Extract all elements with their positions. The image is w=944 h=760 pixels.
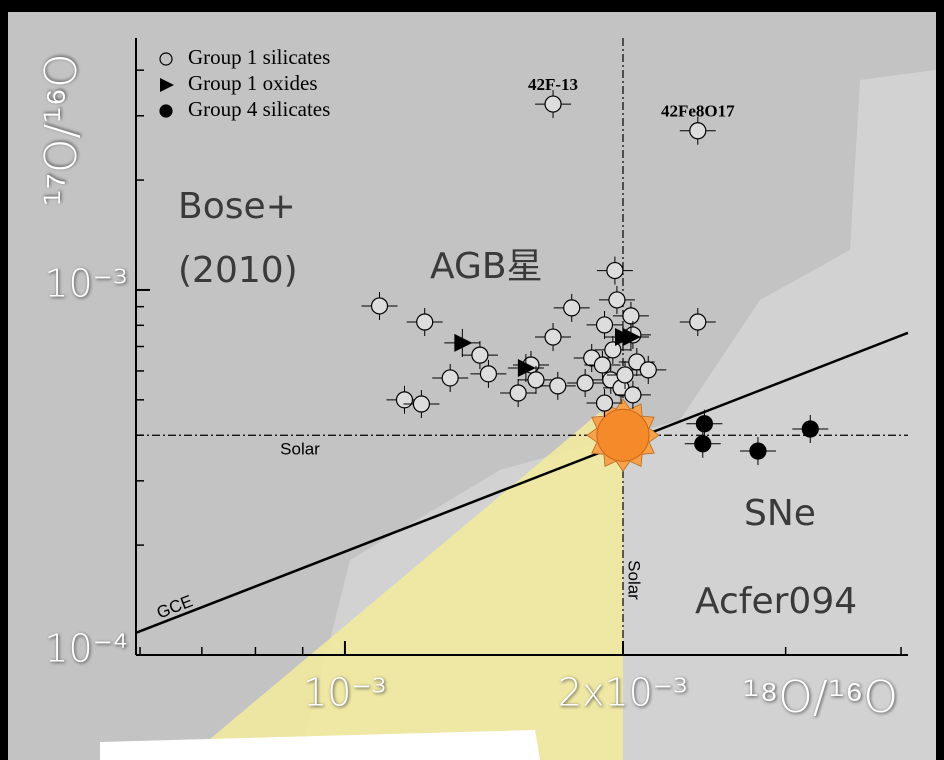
chart: SolarSolarGCE10⁻⁴10⁻³10⁻³2x10⁻³42F-1342F…	[0, 0, 944, 760]
x-tick-label: 10⁻³	[303, 671, 387, 715]
data-point	[597, 317, 613, 333]
y-tick-label: 10⁻⁴	[44, 627, 128, 671]
data-point	[594, 357, 610, 373]
data-point	[545, 329, 561, 345]
annotation: SNe	[744, 493, 816, 534]
data-point	[640, 362, 656, 378]
data-point	[750, 443, 766, 459]
legend-label: Group 1 silicates	[188, 45, 330, 69]
data-point	[545, 96, 561, 112]
data-point	[690, 314, 706, 330]
data-point	[472, 347, 488, 363]
data-point	[690, 123, 706, 139]
x-tick-label: 2x10⁻³	[558, 671, 688, 715]
annotation: Acfer094	[695, 581, 857, 622]
legend-marker	[160, 105, 172, 117]
data-point	[695, 436, 711, 452]
annotation: (2010)	[178, 250, 298, 291]
data-point	[625, 387, 641, 403]
reference-label: Solar	[625, 560, 644, 600]
data-point	[609, 292, 625, 308]
data-point	[597, 395, 613, 411]
annotation: Bose+	[178, 186, 296, 227]
data-point	[577, 375, 593, 391]
annotation: AGB星	[430, 246, 543, 287]
data-point	[510, 385, 526, 401]
data-point	[550, 378, 566, 394]
reference-label: Solar	[280, 440, 320, 459]
data-point	[417, 314, 433, 330]
data-point	[413, 396, 429, 412]
data-point	[564, 300, 580, 316]
data-point	[396, 392, 412, 408]
data-point	[442, 370, 458, 386]
data-point	[617, 367, 633, 383]
data-point	[623, 308, 639, 324]
legend-label: Group 1 oxides	[188, 71, 318, 95]
x-axis-label: ¹⁸O/¹⁶O	[742, 672, 898, 723]
data-point	[802, 421, 818, 437]
point-label: 42F-13	[528, 75, 578, 94]
y-axis-label: ¹⁷O/¹⁶O	[36, 53, 87, 206]
data-point	[480, 366, 496, 382]
legend-label: Group 4 silicates	[188, 97, 330, 121]
point-label: 42Fe8O17	[661, 102, 735, 121]
data-point	[372, 298, 388, 314]
data-point	[605, 342, 621, 358]
y-tick-label: 10⁻³	[44, 261, 128, 305]
data-point	[607, 263, 623, 279]
data-point	[696, 416, 712, 432]
